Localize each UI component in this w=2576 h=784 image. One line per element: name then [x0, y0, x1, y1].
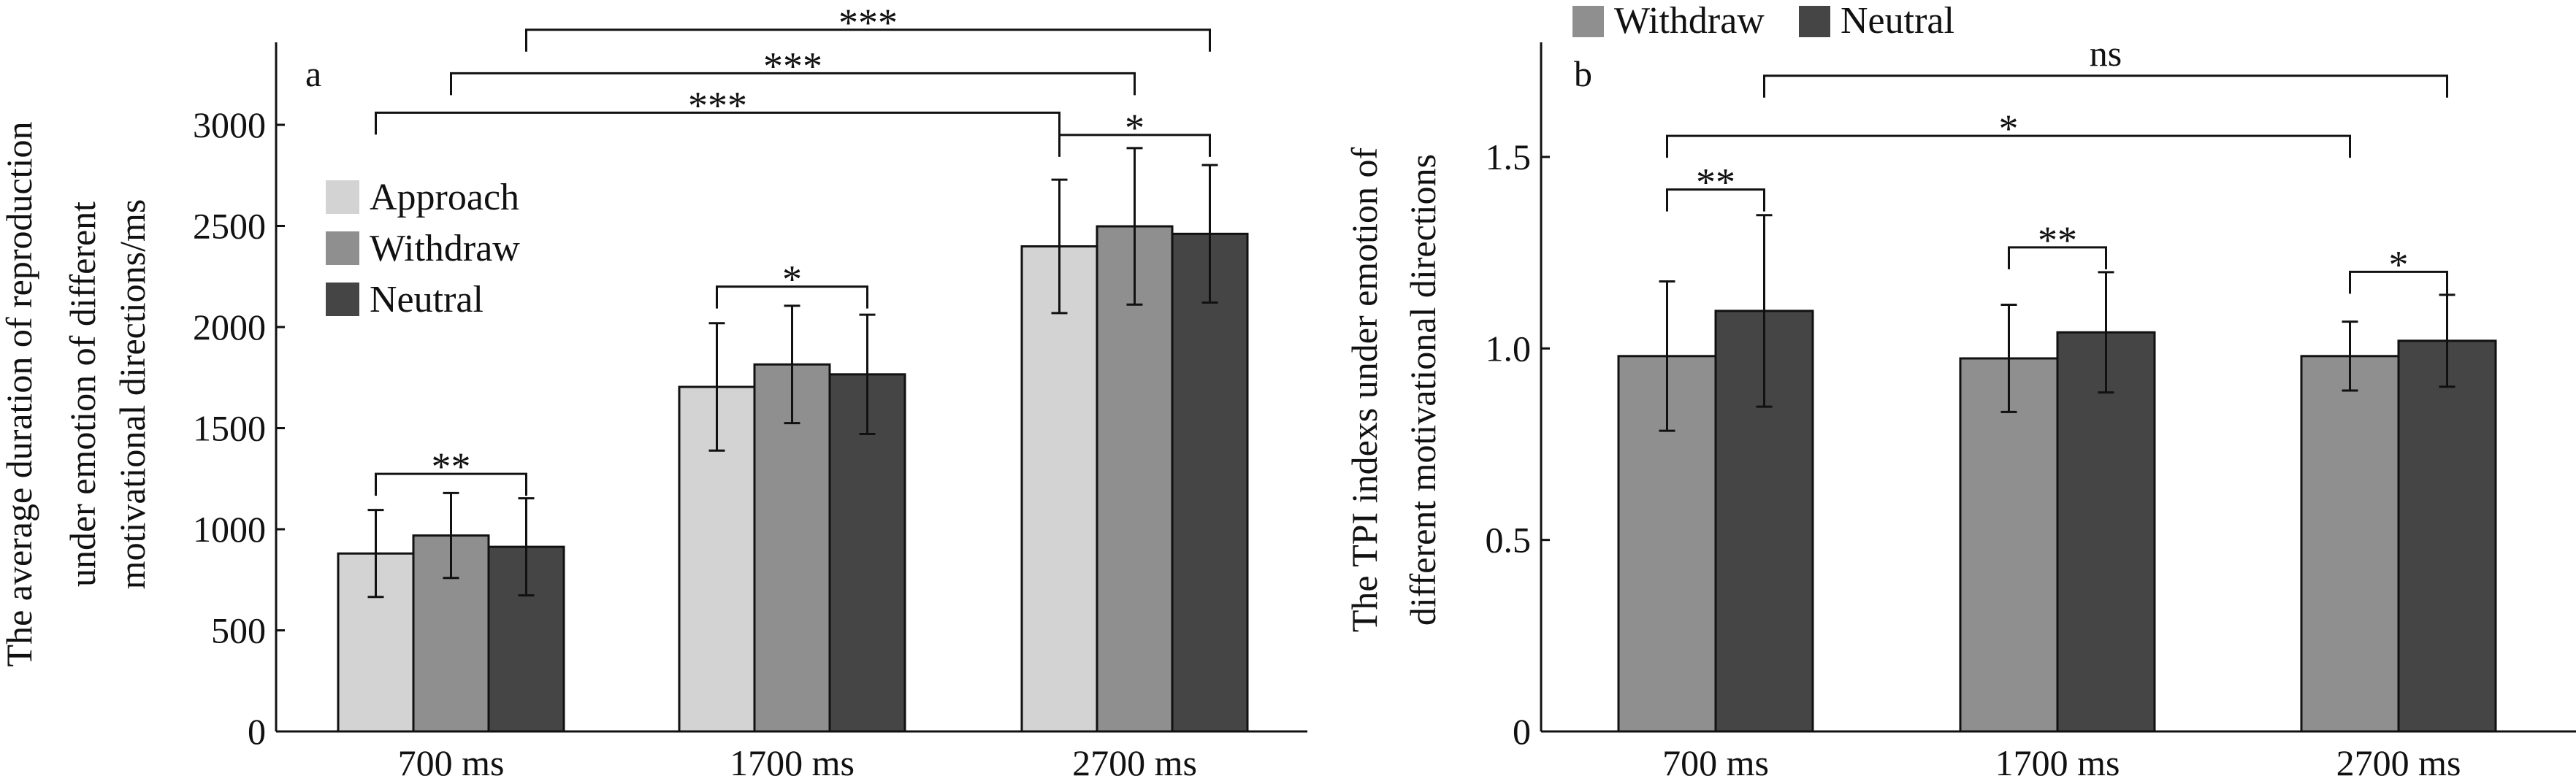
y-tick-label: 2500: [193, 206, 266, 247]
bracket-line: [2349, 270, 2448, 294]
y-axis-label: motivational directions/ms: [112, 199, 153, 590]
significance-bracket: **: [375, 445, 527, 496]
legend-item: Withdraw: [326, 228, 520, 269]
error-bar: [1126, 147, 1143, 306]
error-bar: [2000, 304, 2017, 413]
legend-label: Neutral: [370, 279, 484, 320]
error-bar: [518, 497, 535, 597]
bar-withdraw: [2300, 355, 2400, 733]
significance-bracket: ***: [375, 83, 1060, 135]
legend-item: Withdraw: [1572, 0, 1765, 42]
significance-bracket: *: [1666, 107, 2351, 158]
bracket-line: [1763, 74, 2448, 98]
significance-label: *: [2389, 242, 2409, 286]
legend-item: Approach: [326, 177, 519, 218]
significance-label: ***: [688, 83, 747, 127]
legend-swatch: [326, 180, 359, 214]
significance-label: **: [1696, 161, 1735, 204]
bracket-line: [375, 472, 527, 496]
significance-label: *: [782, 258, 802, 301]
error-bar: [1756, 214, 1773, 408]
y-tick-label: 2000: [193, 307, 266, 347]
significance-label: **: [2038, 218, 2077, 262]
panel-label: b: [1574, 53, 1592, 94]
significance-bracket: ns: [1763, 33, 2448, 98]
significance-bracket: *: [716, 258, 868, 309]
y-tick-label: 0.5: [1486, 520, 1532, 561]
bar-withdraw: [1959, 357, 2059, 733]
error-bar: [2342, 320, 2358, 392]
bracket-line: [1666, 188, 1765, 212]
y-tick-label: 1.5: [1486, 137, 1532, 177]
error-bar: [708, 322, 725, 452]
bracket-line: [450, 72, 1136, 96]
significance-bracket: **: [1666, 161, 1765, 212]
panel-a: 0 500 1000 1500 2000 2500 3000 700 ms 1700 ms 270…: [0, 1, 1307, 783]
bracket-line: [525, 28, 1211, 52]
y-axis-label: under emotion of different: [62, 201, 103, 587]
error-bar: [2439, 293, 2455, 388]
x-tick-label: 2700 ms: [2336, 742, 2461, 783]
error-bar: [443, 491, 459, 580]
error-bar: [1051, 178, 1068, 315]
x-tick-label: 1700 ms: [1995, 742, 2120, 783]
legend-label: Withdraw: [370, 228, 520, 269]
legend-swatch: [326, 231, 359, 265]
bracket-line: [1666, 134, 2351, 158]
error-bar: [1201, 164, 1218, 304]
y-tick-label: 0: [1513, 711, 1531, 752]
y-tick-label: 1.0: [1486, 328, 1532, 369]
legend-swatch: [326, 283, 359, 316]
legend-label: Withdraw: [1614, 0, 1765, 42]
significance-bracket: **: [2008, 218, 2107, 269]
error-bar: [859, 313, 876, 436]
y-tick-label: 0: [248, 711, 266, 752]
legend-swatch: [1572, 6, 1604, 37]
bracket-line: [716, 285, 868, 309]
y-tick-label: 1000: [193, 509, 266, 550]
x-tick-label: 700 ms: [398, 742, 505, 783]
x-tick-label: 2700 ms: [1072, 742, 1197, 783]
significance-bracket: ***: [450, 44, 1136, 96]
error-bar: [2098, 271, 2114, 394]
y-tick-label: 3000: [193, 104, 266, 145]
legend: Approach Withdraw Neutral: [326, 177, 520, 320]
legend-item: Neutral: [1799, 0, 1954, 42]
significance-bracket: *: [1058, 106, 1211, 157]
significance-label: **: [432, 445, 471, 488]
y-tick-label: 500: [211, 610, 266, 651]
legend-label: Neutral: [1841, 0, 1954, 42]
y-axis-label: The TPI indexs under emotion of: [1344, 147, 1385, 633]
x-tick-label: 700 ms: [1662, 742, 1769, 783]
y-axis-label: The average duration of reproduction: [0, 122, 39, 667]
error-bar: [367, 509, 384, 599]
legend-label: Approach: [370, 177, 519, 218]
significance-label: *: [1999, 107, 2019, 150]
error-bar: [1659, 280, 1675, 432]
significance-label: *: [1125, 106, 1144, 150]
significance-label: ***: [763, 44, 822, 88]
bracket-line: [375, 111, 1060, 135]
y-axis-label: different motivational directions: [1402, 154, 1443, 626]
legend-swatch: [1799, 6, 1830, 37]
bar-neutral: [2397, 339, 2497, 733]
x-tick-label: 1700 ms: [730, 742, 855, 783]
bar-neutral: [1171, 232, 1249, 733]
significance-label: ***: [838, 1, 898, 45]
significance-bracket: *: [2349, 242, 2448, 294]
bar-approach: [1020, 245, 1098, 733]
legend: Withdraw Neutral: [1572, 0, 1954, 42]
panel-label: a: [305, 53, 321, 94]
significance-label: ns: [2090, 33, 2122, 74]
bracket-line: [1058, 134, 1211, 157]
legend-item: Neutral: [326, 279, 484, 320]
error-bar: [784, 304, 800, 425]
y-tick-label: 1500: [193, 408, 266, 449]
significance-bracket: ***: [525, 1, 1211, 52]
bracket-line: [2008, 246, 2107, 269]
